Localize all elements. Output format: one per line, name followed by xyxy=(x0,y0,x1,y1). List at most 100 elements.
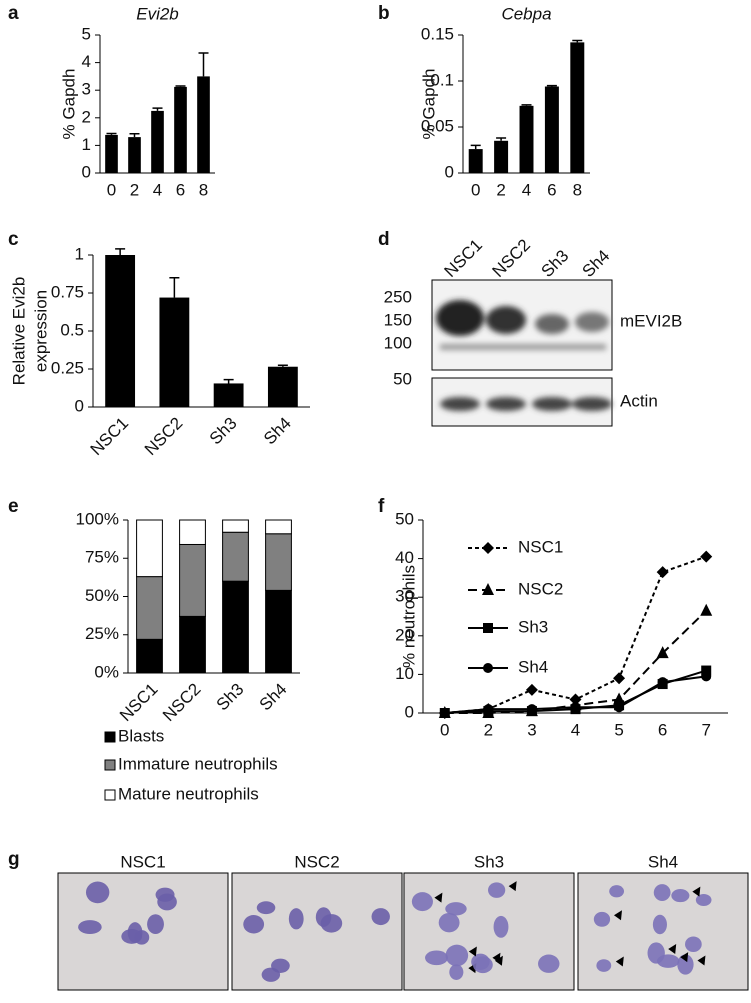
legend-marker xyxy=(482,542,494,554)
bar xyxy=(213,383,244,407)
x-tick-label: 4 xyxy=(153,180,162,199)
x-tick-label: 6 xyxy=(547,180,556,199)
cell xyxy=(445,902,467,916)
y-tick-label: 5 xyxy=(82,24,91,43)
error-bar xyxy=(277,364,288,367)
legend-swatch xyxy=(104,759,116,771)
cell xyxy=(371,908,390,926)
x-tick-label: 2 xyxy=(484,720,493,739)
y-tick-label: 0.1 xyxy=(430,70,454,89)
x-tick-label: 2 xyxy=(496,180,505,199)
bar-segment xyxy=(265,589,292,674)
lane-label: Sh4 xyxy=(579,246,614,281)
cell xyxy=(271,958,290,973)
marker xyxy=(701,665,712,676)
cell xyxy=(411,892,433,912)
arrowhead xyxy=(692,886,701,897)
panel-label: d xyxy=(378,229,390,250)
y-tick-label: 50 xyxy=(395,509,414,528)
y-tick-label: 20 xyxy=(395,625,414,644)
error-bar xyxy=(198,52,209,77)
bar xyxy=(151,110,164,173)
arrowhead xyxy=(615,956,624,967)
lane-label: NSC1 xyxy=(441,235,487,281)
marker xyxy=(613,672,626,685)
x-tick-label: 8 xyxy=(199,180,208,199)
error-bar xyxy=(106,132,117,135)
bar xyxy=(174,86,187,173)
cell xyxy=(488,882,506,898)
cell xyxy=(647,942,665,964)
error-bar xyxy=(572,39,583,43)
arrowhead xyxy=(668,944,677,955)
y-axis-label: expression xyxy=(31,290,50,372)
legend-label: Immature neutrophils xyxy=(118,754,278,773)
cell xyxy=(425,950,448,966)
micrograph-title: Sh3 xyxy=(474,852,504,871)
x-tick-label: Sh3 xyxy=(213,680,248,715)
chart-title: Evi2b xyxy=(136,4,179,23)
bar-segment xyxy=(179,519,206,545)
x-tick-label: NSC1 xyxy=(87,414,133,460)
cell xyxy=(653,884,671,902)
legend-label: NSC2 xyxy=(518,579,563,598)
legend-swatch xyxy=(104,731,116,743)
x-tick-label: Sh4 xyxy=(260,414,295,449)
cell xyxy=(320,914,343,933)
error-bar xyxy=(115,248,126,255)
bar-segment xyxy=(265,533,292,591)
y-tick-label: 0.75 xyxy=(51,282,84,301)
arrowhead xyxy=(680,952,689,963)
x-tick-label: 7 xyxy=(701,720,710,739)
cell xyxy=(695,894,712,907)
y-tick-label: 1 xyxy=(82,135,91,154)
x-tick-label: 6 xyxy=(176,180,185,199)
x-tick-label: 8 xyxy=(573,180,582,199)
bar-segment xyxy=(179,543,206,617)
y-tick-label: 10 xyxy=(395,664,414,683)
band-label: mEVI2B xyxy=(620,311,682,330)
cell xyxy=(78,920,102,935)
x-tick-label: 4 xyxy=(522,180,531,199)
marker xyxy=(701,671,712,682)
marker xyxy=(700,603,713,616)
error-bar xyxy=(175,85,186,87)
legend-label: NSC1 xyxy=(518,537,563,556)
panel-label: f xyxy=(378,496,385,517)
bar-segment xyxy=(265,519,292,535)
marker xyxy=(657,677,668,688)
cell xyxy=(609,885,625,898)
bar-segment xyxy=(136,576,163,640)
legend-label: Blasts xyxy=(118,726,164,745)
bar xyxy=(128,137,141,173)
micrograph-title: NSC2 xyxy=(294,852,339,871)
y-tick-label: 30 xyxy=(395,587,414,606)
cell xyxy=(593,911,611,927)
y-tick-label: 0 xyxy=(405,702,414,721)
bar-segment xyxy=(222,519,249,533)
marker xyxy=(614,702,625,713)
cell xyxy=(121,929,143,944)
bar xyxy=(494,140,509,173)
y-axis-label: % Gapdh xyxy=(419,69,438,140)
marker xyxy=(656,646,669,659)
chart-title: Cebpa xyxy=(501,4,551,23)
micrographs: NSC1 NSC2 Sh3 Sh4 xyxy=(57,852,749,991)
legend-swatch xyxy=(104,789,116,801)
y-tick-label: 100% xyxy=(76,509,119,528)
y-tick-label: 50% xyxy=(85,586,119,605)
arrowhead xyxy=(508,881,517,892)
cell xyxy=(147,914,164,935)
bar xyxy=(570,42,585,173)
bar xyxy=(197,76,210,173)
legend-label: Sh4 xyxy=(518,657,548,676)
bar xyxy=(105,134,118,173)
cell xyxy=(596,959,612,972)
y-tick-label: 0% xyxy=(94,662,119,681)
x-tick-label: Sh4 xyxy=(256,680,291,715)
y-tick-label: 0 xyxy=(75,396,84,415)
panel-label: e xyxy=(8,496,19,517)
marker xyxy=(570,702,581,713)
cell xyxy=(438,912,460,933)
y-tick-label: 40 xyxy=(395,548,414,567)
